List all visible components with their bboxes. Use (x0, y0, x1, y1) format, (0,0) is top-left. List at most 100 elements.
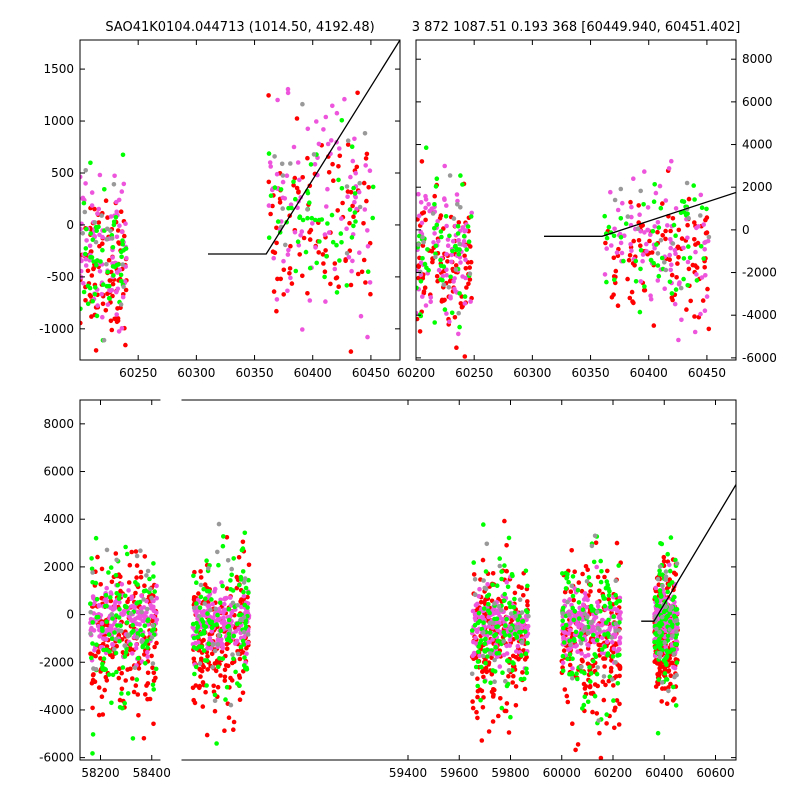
data-point-red (655, 229, 660, 235)
data-point-red (474, 709, 479, 715)
data-point-magenta (645, 228, 651, 233)
data-point-green (339, 240, 344, 245)
data-point-gray (508, 611, 514, 616)
data-point-red (575, 742, 581, 747)
y-tick-label: -500 (47, 270, 74, 284)
data-point-green (464, 247, 470, 252)
data-point-green (418, 313, 424, 319)
data-point-gray (658, 651, 663, 656)
data-point-red (416, 217, 420, 222)
data-point-red (594, 711, 600, 716)
data-point-green (523, 651, 529, 656)
data-point-gray (149, 635, 155, 640)
data-point-green (91, 259, 96, 264)
data-point-red (490, 719, 496, 724)
data-point-gray (210, 665, 215, 670)
data-point-green (118, 249, 124, 255)
data-point-magenta (416, 191, 421, 197)
data-point-green (193, 664, 199, 670)
data-point-red (447, 361, 452, 366)
data-point-red (666, 668, 672, 673)
data-point-red (149, 653, 154, 659)
data-point-green (482, 648, 487, 653)
data-point-green (457, 324, 462, 330)
data-point-red (288, 243, 293, 249)
data-point-red (245, 594, 250, 600)
data-point-gray (134, 635, 140, 640)
data-point-magenta (323, 299, 328, 304)
data-point-gray (114, 557, 119, 563)
data-point-magenta (112, 173, 117, 179)
data-point-red (330, 161, 335, 167)
data-point-magenta (215, 618, 220, 623)
data-point-magenta (616, 646, 622, 652)
data-point-magenta (353, 170, 359, 176)
data-point-magenta (591, 626, 596, 632)
data-point-magenta (322, 232, 328, 237)
data-point-gray (141, 597, 146, 602)
data-point-magenta (573, 644, 578, 649)
data-point-gray (585, 615, 590, 620)
data-point-red (116, 240, 121, 245)
data-point-red (641, 288, 647, 293)
data-point-gray (132, 665, 138, 670)
data-point-magenta (123, 221, 128, 226)
data-point-magenta (96, 603, 102, 609)
data-point-magenta (463, 257, 468, 263)
data-point-green (122, 654, 128, 659)
data-point-gray (492, 657, 497, 663)
data-point-green (245, 605, 250, 610)
data-point-gray (458, 205, 463, 210)
data-point-red (480, 669, 485, 674)
data-point-red (617, 673, 622, 679)
data-point-red (662, 686, 668, 691)
data-point-gray (597, 627, 602, 632)
data-point-green (119, 254, 124, 260)
data-point-green (502, 563, 507, 568)
data-point-red (454, 345, 459, 351)
data-point-green (499, 705, 505, 711)
data-point-gray (613, 660, 618, 665)
data-point-red (506, 674, 511, 679)
data-point-green (514, 635, 520, 640)
data-point-red (568, 589, 574, 594)
data-point-magenta (435, 219, 441, 224)
data-point-magenta (207, 635, 213, 641)
data-point-magenta (599, 635, 605, 641)
data-point-gray (241, 615, 247, 620)
data-point-green (116, 596, 122, 602)
data-point-magenta (274, 297, 280, 302)
data-point-gray (280, 173, 286, 178)
data-point-red (674, 275, 679, 280)
data-point-magenta (570, 666, 575, 671)
x-tick-label: 58200 (81, 766, 119, 780)
data-point-green (130, 622, 135, 628)
data-point-gray (517, 597, 523, 602)
x-tick-label: 60400 (630, 366, 668, 380)
data-point-red (583, 684, 589, 689)
data-point-green (120, 241, 125, 247)
data-point-red (316, 250, 322, 255)
data-point-green (606, 593, 612, 598)
data-point-green (567, 638, 572, 644)
x-tick-label: 60450 (352, 366, 390, 380)
data-point-green (560, 618, 565, 624)
data-point-magenta (562, 630, 568, 635)
data-point-gray (225, 558, 231, 563)
data-point-red (109, 579, 115, 585)
data-point-green (602, 213, 607, 219)
data-point-magenta (119, 611, 124, 617)
data-point-magenta (448, 295, 453, 301)
data-point-gray (674, 561, 680, 566)
data-point-green (475, 620, 481, 626)
data-point-gray (139, 639, 145, 645)
data-point-magenta (112, 606, 117, 611)
data-point-green (133, 580, 138, 585)
data-point-green (152, 589, 157, 594)
data-point-red (361, 221, 366, 226)
data-point-green (658, 592, 663, 597)
data-point-green (101, 282, 106, 287)
data-point-gray (150, 623, 156, 628)
data-point-gray (109, 236, 115, 241)
data-point-red (307, 237, 313, 242)
